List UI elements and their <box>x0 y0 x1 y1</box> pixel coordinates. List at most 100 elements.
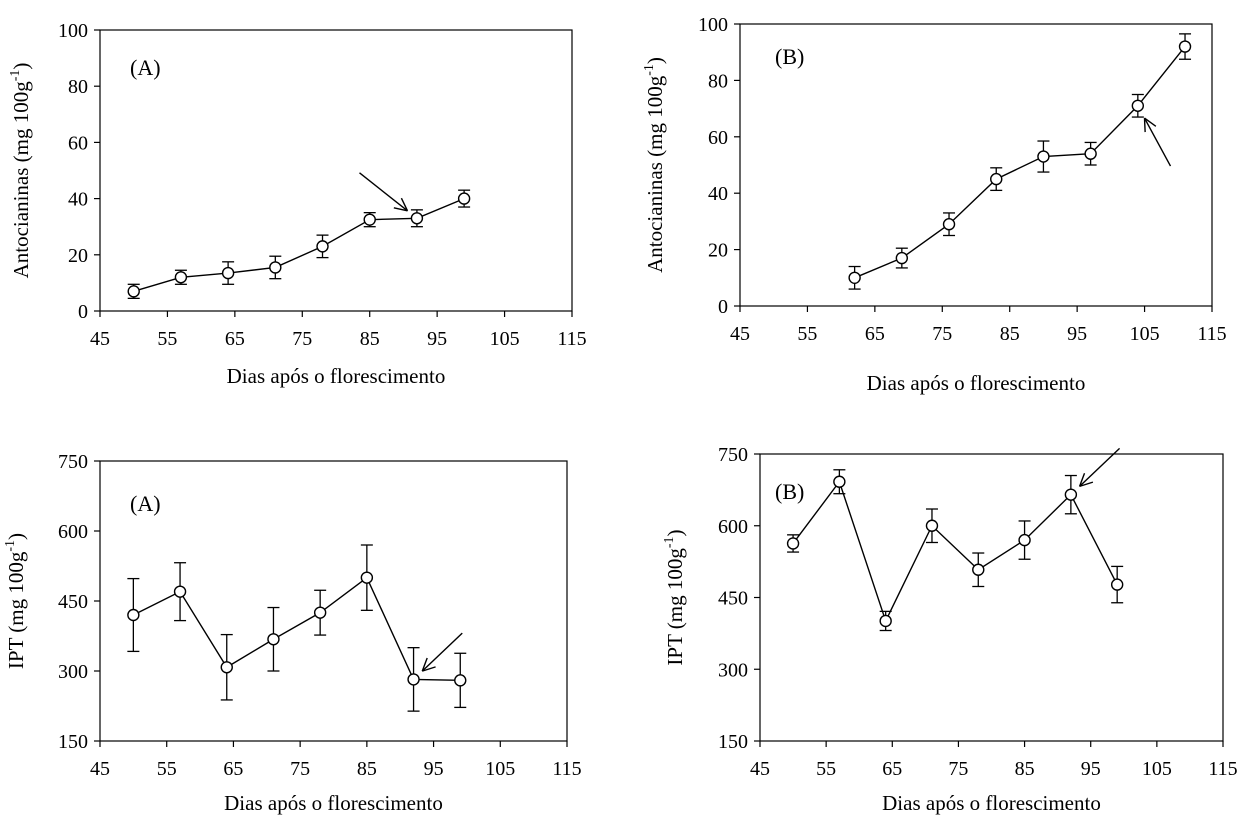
x-axis-label: Dias após o florescimento <box>224 791 443 815</box>
x-tick-label: 45 <box>90 328 110 350</box>
data-point <box>879 614 892 628</box>
series-line <box>854 46 1186 279</box>
y-axis-label: IPT (mg 100g-1) <box>3 533 28 669</box>
x-tick-label: 55 <box>816 758 836 780</box>
x-tick-label: 115 <box>552 758 581 780</box>
x-tick-label: 55 <box>157 328 177 350</box>
panel-label: (A) <box>130 55 161 80</box>
data-point <box>267 633 280 646</box>
y-tick-label: 60 <box>68 132 88 154</box>
x-tick-label: 85 <box>360 328 380 350</box>
y-axis-label-end: ) <box>9 63 33 70</box>
x-tick-label: 65 <box>882 758 902 780</box>
plot-frame <box>99 460 568 742</box>
series-line <box>133 576 461 682</box>
x-tick-label: 85 <box>1000 323 1020 345</box>
data-point <box>833 475 846 488</box>
y-tick-label: 300 <box>718 659 748 681</box>
data-point <box>1064 488 1078 501</box>
y-tick-label: 0 <box>718 296 728 318</box>
annotation-arrow <box>359 172 409 212</box>
x-tick-label: 55 <box>157 758 177 780</box>
data-point <box>127 285 140 298</box>
x-tick-label: 95 <box>1067 323 1087 345</box>
data-point <box>1178 40 1192 53</box>
y-axis-label-main: IPT (mg 100g <box>4 551 28 669</box>
y-tick-label: 40 <box>708 183 728 205</box>
plot-frame <box>739 23 1213 307</box>
y-tick-label: 100 <box>698 14 728 36</box>
chart-panel-3: 150 300 450 600 750 45 55 65 75 85 95 105 115 Dias ap… <box>3 451 582 815</box>
y-tick-label: 750 <box>718 444 748 466</box>
y-axis-label-main: Antocianinas (mg 100g <box>643 75 667 273</box>
y-tick-label: 80 <box>708 70 728 92</box>
x-tick-label: 115 <box>1197 323 1226 345</box>
x-tick-label: 115 <box>1208 758 1237 780</box>
y-tick-label: 150 <box>58 731 88 753</box>
data-point <box>457 192 471 205</box>
x-axis-label: Dias após o florescimento <box>867 371 1086 395</box>
y-axis-label: Antocianinas (mg 100g-1) <box>8 63 33 279</box>
y-axis-label-end: ) <box>663 529 687 536</box>
y-axis-label-superscript: -1 <box>662 536 677 548</box>
data-point <box>316 240 329 253</box>
y-tick-label: 20 <box>708 240 728 262</box>
x-tick-label: 85 <box>1015 758 1035 780</box>
data-point <box>990 172 1003 186</box>
data-point <box>848 271 861 284</box>
y-axis-label: IPT (mg 100g-1) <box>662 529 687 665</box>
plot-frame <box>759 453 1224 742</box>
y-tick-label: 750 <box>58 451 88 473</box>
data-point <box>895 251 909 265</box>
x-tick-label: 65 <box>223 758 243 780</box>
x-tick-label: 75 <box>292 328 312 350</box>
data-point <box>972 563 985 576</box>
y-axis-label-superscript: -1 <box>3 540 18 552</box>
x-tick-label: 75 <box>932 323 952 345</box>
x-tick-label: 95 <box>427 328 447 350</box>
y-tick-label: 80 <box>68 76 88 98</box>
data-point <box>454 674 467 687</box>
x-axis-label: Dias após o florescimento <box>882 791 1101 815</box>
y-axis-label: Antocianinas (mg 100g-1) <box>642 57 667 273</box>
panel-label: (B) <box>775 44 804 69</box>
data-point <box>1110 578 1124 591</box>
x-tick-label: 105 <box>490 328 520 350</box>
y-axis-label-end: ) <box>643 57 667 64</box>
y-tick-label: 450 <box>58 591 88 613</box>
data-point <box>942 218 956 231</box>
y-tick-label: 600 <box>718 516 748 538</box>
chart-panel-4: 150 300 450 600 750 45 55 65 75 85 95 105 115 Dias ap… <box>662 444 1238 815</box>
y-tick-label: 300 <box>58 661 88 683</box>
panel-label: (A) <box>130 491 161 516</box>
data-point <box>127 608 140 622</box>
annotation-arrow <box>1078 447 1121 488</box>
data-point <box>360 571 374 584</box>
x-tick-label: 95 <box>1081 758 1101 780</box>
annotation-arrow <box>421 632 463 672</box>
y-tick-label: 150 <box>718 731 748 753</box>
x-tick-label: 115 <box>557 328 586 350</box>
plot-frame <box>99 29 573 312</box>
data-point <box>313 606 327 619</box>
x-axis-label: Dias após o florescimento <box>227 364 446 388</box>
data-point <box>925 519 939 532</box>
data-point <box>1037 150 1050 163</box>
x-tick-label: 95 <box>424 758 444 780</box>
x-tick-label: 75 <box>948 758 968 780</box>
data-point <box>174 271 188 284</box>
data-point <box>410 212 424 225</box>
data-point <box>1131 99 1145 112</box>
data-point <box>786 537 800 550</box>
data-point <box>173 585 187 598</box>
panel-label: (B) <box>775 479 804 504</box>
data-point <box>269 261 282 274</box>
x-tick-label: 45 <box>730 323 750 345</box>
x-tick-label: 105 <box>1130 323 1160 345</box>
y-tick-label: 100 <box>58 20 88 42</box>
x-tick-label: 45 <box>750 758 770 780</box>
y-axis-label-main: IPT (mg 100g <box>663 548 687 666</box>
x-tick-label: 105 <box>1142 758 1172 780</box>
chart-panel-1: 0 20 40 60 80 100 45 55 65 75 85 95 105 115 Dias após … <box>8 20 587 388</box>
